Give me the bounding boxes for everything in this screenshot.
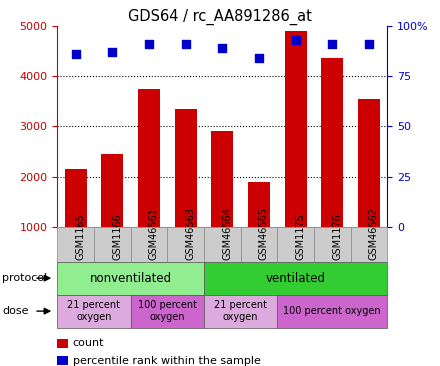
- Text: 21 percent
oxygen: 21 percent oxygen: [214, 300, 267, 322]
- Text: GDS64 / rc_AA891286_at: GDS64 / rc_AA891286_at: [128, 9, 312, 25]
- Text: GSM46562: GSM46562: [369, 207, 379, 260]
- Text: percentile rank within the sample: percentile rank within the sample: [73, 356, 260, 366]
- Text: ventilated: ventilated: [265, 272, 326, 285]
- Bar: [285, 31, 307, 227]
- Text: GSM46563: GSM46563: [186, 208, 195, 260]
- Point: [182, 41, 189, 46]
- Text: protocol: protocol: [2, 273, 48, 283]
- Text: GSM1165: GSM1165: [76, 213, 85, 260]
- Point: [72, 51, 79, 57]
- Point: [365, 41, 372, 46]
- Text: GSM1175: GSM1175: [296, 213, 305, 260]
- Text: GSM46565: GSM46565: [259, 207, 269, 260]
- Point: [109, 49, 116, 55]
- Bar: [65, 169, 87, 227]
- Text: GSM46564: GSM46564: [222, 208, 232, 260]
- Bar: [138, 89, 160, 227]
- Text: nonventilated: nonventilated: [89, 272, 172, 285]
- Bar: [321, 58, 343, 227]
- Bar: [358, 98, 380, 227]
- Point: [255, 55, 262, 61]
- Point: [329, 41, 336, 46]
- Text: count: count: [73, 338, 104, 348]
- Bar: [211, 131, 233, 227]
- Text: GSM1176: GSM1176: [332, 213, 342, 260]
- Text: dose: dose: [2, 306, 29, 316]
- Bar: [101, 154, 123, 227]
- Text: GSM46561: GSM46561: [149, 208, 159, 260]
- Point: [219, 45, 226, 51]
- Text: 21 percent
oxygen: 21 percent oxygen: [67, 300, 121, 322]
- Text: GSM1166: GSM1166: [112, 214, 122, 260]
- Text: 100 percent
oxygen: 100 percent oxygen: [138, 300, 197, 322]
- Bar: [248, 182, 270, 227]
- Bar: [175, 109, 197, 227]
- Point: [292, 37, 299, 43]
- Point: [145, 41, 152, 46]
- Text: 100 percent oxygen: 100 percent oxygen: [283, 306, 381, 316]
